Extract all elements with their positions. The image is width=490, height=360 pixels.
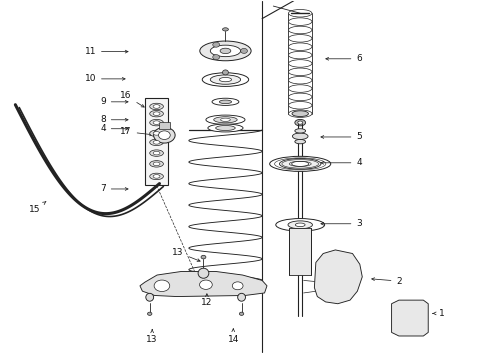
Text: 1: 1 <box>433 309 444 318</box>
Ellipse shape <box>210 75 241 84</box>
Text: 4: 4 <box>100 124 128 133</box>
Ellipse shape <box>146 293 154 301</box>
Ellipse shape <box>222 70 228 75</box>
Ellipse shape <box>150 120 163 126</box>
Ellipse shape <box>200 41 251 61</box>
Ellipse shape <box>208 124 243 132</box>
Text: 11: 11 <box>84 47 128 56</box>
Ellipse shape <box>295 139 306 144</box>
Ellipse shape <box>153 175 160 178</box>
Ellipse shape <box>289 68 312 76</box>
Ellipse shape <box>292 111 308 117</box>
Text: 3: 3 <box>321 219 362 228</box>
Ellipse shape <box>289 26 312 34</box>
Ellipse shape <box>289 18 312 25</box>
Ellipse shape <box>150 139 163 145</box>
Polygon shape <box>315 250 362 304</box>
Ellipse shape <box>295 120 306 126</box>
Ellipse shape <box>405 314 413 323</box>
Ellipse shape <box>289 76 312 84</box>
Ellipse shape <box>240 312 244 315</box>
Ellipse shape <box>220 118 230 121</box>
Ellipse shape <box>150 173 163 180</box>
Ellipse shape <box>153 132 160 135</box>
Polygon shape <box>140 271 267 297</box>
Text: 13: 13 <box>147 329 158 344</box>
Ellipse shape <box>202 73 248 86</box>
Ellipse shape <box>289 43 312 50</box>
Circle shape <box>213 42 220 47</box>
Bar <box>159 122 170 129</box>
Ellipse shape <box>289 60 312 67</box>
Text: 6: 6 <box>326 54 362 63</box>
Text: 15: 15 <box>29 202 46 214</box>
Ellipse shape <box>289 9 312 17</box>
Circle shape <box>241 48 247 53</box>
Ellipse shape <box>270 156 331 171</box>
Bar <box>145 98 168 185</box>
Ellipse shape <box>153 105 160 108</box>
Ellipse shape <box>150 161 163 167</box>
Circle shape <box>213 55 220 60</box>
Ellipse shape <box>400 308 417 328</box>
Text: 16: 16 <box>120 91 144 107</box>
Ellipse shape <box>150 150 163 156</box>
Text: 13: 13 <box>172 248 200 261</box>
Polygon shape <box>392 300 428 336</box>
Ellipse shape <box>201 255 206 259</box>
Ellipse shape <box>289 85 312 92</box>
Ellipse shape <box>216 126 235 131</box>
Ellipse shape <box>220 77 232 82</box>
Ellipse shape <box>331 270 340 277</box>
Circle shape <box>154 127 175 143</box>
Ellipse shape <box>150 103 163 110</box>
Ellipse shape <box>295 129 306 133</box>
Ellipse shape <box>150 111 163 117</box>
Ellipse shape <box>220 100 232 104</box>
Ellipse shape <box>298 121 303 124</box>
Ellipse shape <box>153 112 160 116</box>
Ellipse shape <box>220 48 231 54</box>
Ellipse shape <box>212 98 239 105</box>
Ellipse shape <box>279 158 321 169</box>
Ellipse shape <box>222 28 228 31</box>
Ellipse shape <box>198 268 209 278</box>
Ellipse shape <box>289 110 312 117</box>
Ellipse shape <box>153 121 160 125</box>
Ellipse shape <box>289 51 312 59</box>
Text: 4: 4 <box>321 158 362 167</box>
Ellipse shape <box>295 223 305 226</box>
Ellipse shape <box>276 219 325 231</box>
Bar <box>290 228 311 275</box>
Text: 14: 14 <box>227 329 239 344</box>
Circle shape <box>159 131 170 139</box>
Ellipse shape <box>292 161 309 166</box>
Ellipse shape <box>153 162 160 166</box>
Text: 12: 12 <box>201 294 213 307</box>
Text: 7: 7 <box>100 184 128 193</box>
Text: 8: 8 <box>100 115 128 124</box>
Ellipse shape <box>153 140 160 144</box>
Ellipse shape <box>293 133 308 139</box>
Ellipse shape <box>288 221 313 229</box>
Ellipse shape <box>150 130 163 136</box>
Ellipse shape <box>238 293 245 301</box>
Circle shape <box>154 280 170 292</box>
Ellipse shape <box>210 45 241 57</box>
Text: 2: 2 <box>372 276 402 285</box>
Circle shape <box>199 280 212 289</box>
Ellipse shape <box>289 93 312 101</box>
Text: 10: 10 <box>84 75 125 84</box>
Ellipse shape <box>344 281 351 287</box>
Ellipse shape <box>206 115 245 125</box>
Ellipse shape <box>289 35 312 42</box>
Ellipse shape <box>214 117 237 123</box>
Text: 9: 9 <box>100 97 128 106</box>
Ellipse shape <box>147 312 152 315</box>
Circle shape <box>232 282 243 290</box>
Ellipse shape <box>153 151 160 155</box>
Ellipse shape <box>289 102 312 109</box>
Text: 17: 17 <box>120 127 152 136</box>
Text: 5: 5 <box>321 132 362 141</box>
